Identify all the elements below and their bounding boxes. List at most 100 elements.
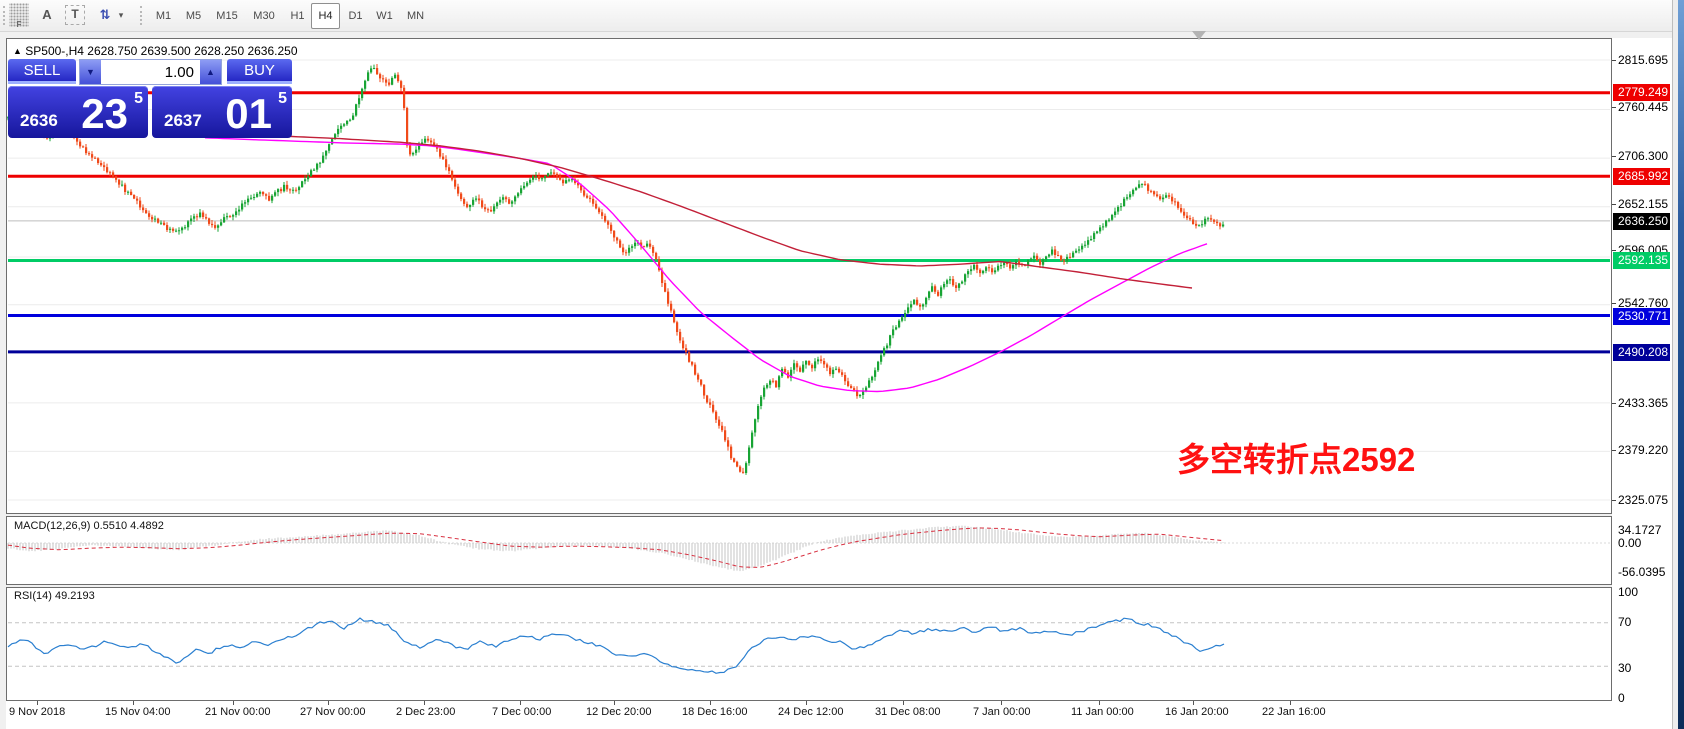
time-tick-label: 7 Dec 00:00 bbox=[492, 706, 552, 718]
time-tick-dash bbox=[806, 701, 807, 705]
time-tick-dash bbox=[903, 701, 904, 705]
price-tick-dash bbox=[1612, 303, 1616, 304]
timeframe-button-m1[interactable]: M1 bbox=[155, 10, 172, 22]
price-badge: 2636.250 bbox=[1613, 212, 1670, 230]
timeframe-button-m5[interactable]: M5 bbox=[185, 10, 202, 22]
timeframe-button-w1[interactable]: W1 bbox=[376, 10, 393, 22]
price-badge: 2779.249 bbox=[1613, 83, 1670, 101]
buy-button[interactable]: BUY bbox=[227, 59, 292, 84]
timeframe-button-d1[interactable]: D1 bbox=[348, 10, 363, 22]
rsi-axis-label: 0 bbox=[1618, 691, 1625, 705]
rsi-pane[interactable] bbox=[6, 587, 1612, 701]
timeframe-toolbar-grip[interactable] bbox=[140, 6, 145, 25]
time-tick-label: 2 Dec 23:00 bbox=[396, 706, 456, 718]
bid-pips: 23 bbox=[81, 90, 128, 137]
price-tick-dash bbox=[1612, 107, 1616, 108]
rsi-axis-label: 70 bbox=[1618, 615, 1632, 629]
time-tick-label: 31 Dec 08:00 bbox=[875, 706, 941, 718]
time-tick-dash bbox=[1290, 701, 1291, 705]
collapse-arrow-icon[interactable]: ▲ bbox=[13, 46, 22, 56]
macd-axis-label: -56.0395 bbox=[1618, 565, 1666, 579]
price-tick-label: 2542.760 bbox=[1618, 296, 1669, 310]
price-tick-label: 2325.075 bbox=[1618, 493, 1669, 507]
macd-histogram bbox=[7, 525, 1224, 572]
time-tick-label: 12 Dec 20:00 bbox=[586, 706, 652, 718]
bid-price-panel[interactable]: 2636 23 5 bbox=[8, 86, 148, 138]
macd-label: MACD(12,26,9) 0.5510 4.4892 bbox=[14, 520, 164, 532]
timeframe-button-mn[interactable]: MN bbox=[406, 10, 425, 22]
time-tick-label: 7 Jan 00:00 bbox=[973, 706, 1031, 718]
time-tick-dash bbox=[1001, 701, 1002, 705]
ma-slow-line bbox=[279, 135, 1193, 289]
macd-signal-line bbox=[7, 527, 1224, 568]
time-tick-label: 24 Dec 12:00 bbox=[778, 706, 844, 718]
time-tick-dash bbox=[710, 701, 711, 705]
ma-fast-line bbox=[204, 137, 1208, 393]
text-label-icon[interactable]: A bbox=[42, 7, 52, 22]
macd-pane[interactable] bbox=[6, 516, 1612, 585]
price-badge: 2490.208 bbox=[1613, 343, 1670, 361]
price-tick-dash bbox=[1612, 204, 1616, 205]
time-axis[interactable]: 9 Nov 2018 15 Nov 04:00 21 Nov 00:00 27 Nov… bbox=[6, 701, 1612, 729]
rsi-label: RSI(14) 49.2193 bbox=[14, 590, 95, 602]
timeframe-button-h4[interactable]: H4 bbox=[311, 3, 340, 29]
time-tick-dash bbox=[1193, 701, 1194, 705]
ask-price-panel[interactable]: 2637 01 5 bbox=[152, 86, 292, 138]
rsi-canvas[interactable] bbox=[7, 588, 1611, 700]
time-tick-dash bbox=[520, 701, 521, 705]
shapes-arrange-icon[interactable]: ⇅ bbox=[99, 7, 111, 22]
timeframe-button-m15[interactable]: M15 bbox=[216, 10, 238, 22]
macd-canvas[interactable] bbox=[7, 517, 1611, 583]
one-click-trade-panel: SELL ▼ ▲ BUY 2636 23 5 2637 01 5 bbox=[8, 59, 292, 138]
time-tick-label: 15 Nov 04:00 bbox=[105, 706, 171, 718]
chart-annotation: 多空转折点2592 bbox=[1177, 441, 1416, 478]
ohlc-text: SP500-,H4 2628.750 2639.500 2628.250 263… bbox=[25, 44, 298, 58]
price-tick-dash bbox=[1612, 403, 1616, 404]
price-tick-label: 2433.365 bbox=[1618, 396, 1669, 410]
toolbar-grip[interactable] bbox=[3, 6, 8, 25]
bid-big-figure: 2636 bbox=[20, 111, 58, 130]
chart-shift-marker-icon[interactable] bbox=[1192, 31, 1206, 40]
ask-big-figure: 2637 bbox=[164, 111, 202, 130]
time-tick-label: 18 Dec 16:00 bbox=[682, 706, 748, 718]
time-tick-dash bbox=[614, 701, 615, 705]
time-tick-dash bbox=[133, 701, 134, 705]
price-tick-label: 2815.695 bbox=[1618, 53, 1669, 67]
price-badge: 2685.992 bbox=[1613, 167, 1670, 185]
chart-ohlc-title: ▲ SP500-,H4 2628.750 2639.500 2628.250 2… bbox=[13, 44, 298, 58]
toolbar: F A T ⇅ ▾ M1 M5 M15 M30 H1 H4 D1 W1 MN bbox=[0, 0, 1678, 32]
time-tick-label: 16 Jan 20:00 bbox=[1165, 706, 1229, 718]
price-tick-dash bbox=[1612, 60, 1616, 61]
dropdown-caret-icon[interactable]: ▾ bbox=[118, 10, 124, 20]
time-tick-label: 22 Jan 16:00 bbox=[1262, 706, 1326, 718]
main-chart-canvas[interactable] bbox=[7, 39, 1611, 513]
profiles-grid-icon[interactable]: F bbox=[9, 3, 29, 29]
bid-pipette: 5 bbox=[134, 90, 143, 107]
volume-decrease-icon[interactable]: ▼ bbox=[80, 60, 101, 84]
price-tick-label: 2379.220 bbox=[1618, 443, 1669, 457]
time-tick-dash bbox=[424, 701, 425, 705]
rsi-axis-label: 30 bbox=[1618, 661, 1632, 675]
ask-pips: 01 bbox=[225, 90, 272, 137]
price-tick-label: 2706.300 bbox=[1618, 149, 1669, 163]
price-tick-label: 2652.155 bbox=[1618, 197, 1669, 211]
time-tick-dash bbox=[328, 701, 329, 705]
timeframe-button-m30[interactable]: M30 bbox=[253, 10, 275, 22]
timeframe-button-h1[interactable]: H1 bbox=[290, 10, 305, 22]
time-tick-dash bbox=[37, 701, 38, 705]
time-tick-label: 9 Nov 2018 bbox=[9, 706, 66, 718]
volume-increase-icon[interactable]: ▲ bbox=[200, 60, 221, 84]
window-right-edge bbox=[1672, 0, 1679, 729]
price-axis[interactable]: 2815.695 2760.445 2706.300 2652.155 2596.005… bbox=[1612, 38, 1672, 729]
sell-button[interactable]: SELL bbox=[8, 59, 76, 84]
rsi-axis-label: 100 bbox=[1618, 585, 1639, 599]
price-tick-dash bbox=[1612, 450, 1616, 451]
time-tick-label: 21 Nov 00:00 bbox=[205, 706, 271, 718]
price-tick-label: 2760.445 bbox=[1618, 100, 1669, 114]
text-box-icon[interactable]: T bbox=[65, 5, 85, 25]
macd-axis-label: 0.00 bbox=[1618, 536, 1642, 550]
time-tick-dash bbox=[1099, 701, 1100, 705]
rsi-line bbox=[7, 617, 1225, 674]
price-tick-dash bbox=[1612, 156, 1616, 157]
volume-input[interactable] bbox=[101, 60, 200, 84]
